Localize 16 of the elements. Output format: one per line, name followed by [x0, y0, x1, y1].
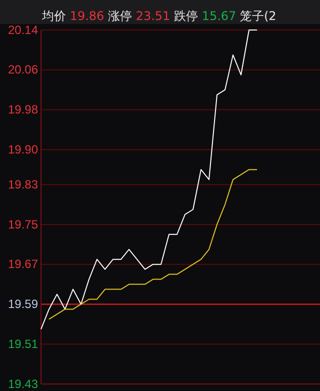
- text: 均价 19.86: [41, 9, 104, 23]
- y-tick-label: 19.83: [8, 177, 38, 192]
- y-tick-label: 19.90: [8, 142, 38, 156]
- line-series: [48, 169, 258, 320]
- y-tick-label: 19.51: [8, 336, 38, 351]
- text: 跌停 15.67: [170, 9, 236, 23]
- line-series: [40, 30, 258, 330]
- y-tick-label: 19.67: [8, 257, 38, 272]
- text: 涨停 23.51: [104, 9, 170, 23]
- y-tick-label: 19.98: [8, 102, 38, 117]
- text: 笼子(2: [236, 9, 276, 23]
- y-tick-label: 19.75: [8, 217, 38, 232]
- y-tick-label: 19.59: [8, 297, 38, 312]
- y-tick-label: 20.14: [8, 22, 38, 37]
- y-tick-label: 20.06: [8, 62, 38, 77]
- y-tick-label: 19.43: [8, 376, 38, 391]
